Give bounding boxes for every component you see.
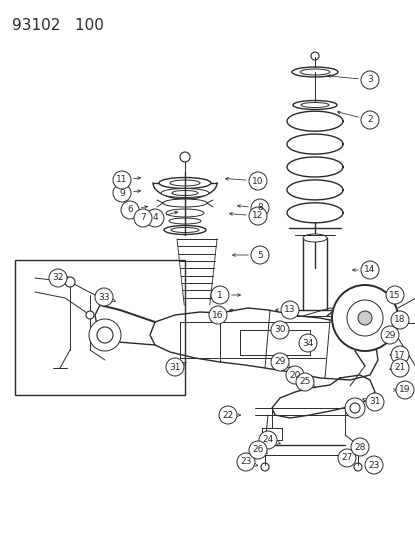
- Circle shape: [271, 321, 289, 339]
- Ellipse shape: [166, 209, 204, 217]
- Text: 26: 26: [252, 446, 264, 455]
- Circle shape: [180, 152, 190, 162]
- Circle shape: [219, 406, 237, 424]
- Text: 1: 1: [217, 290, 223, 300]
- Circle shape: [358, 311, 372, 325]
- Text: 10: 10: [252, 176, 264, 185]
- Text: 15: 15: [389, 290, 401, 300]
- Text: 23: 23: [369, 461, 380, 470]
- Circle shape: [281, 301, 299, 319]
- Circle shape: [251, 199, 269, 217]
- Text: 30: 30: [274, 326, 286, 335]
- Text: 29: 29: [274, 358, 286, 367]
- Circle shape: [296, 373, 314, 391]
- Circle shape: [386, 286, 404, 304]
- Text: 28: 28: [354, 442, 366, 451]
- Circle shape: [338, 449, 356, 467]
- Text: 21: 21: [394, 364, 406, 373]
- Circle shape: [361, 111, 379, 129]
- Circle shape: [259, 431, 277, 449]
- Bar: [15, 260, 185, 395]
- Circle shape: [249, 207, 267, 225]
- Text: 7: 7: [140, 214, 146, 222]
- Text: 19: 19: [399, 385, 411, 394]
- Circle shape: [396, 381, 414, 399]
- Text: 24: 24: [262, 435, 273, 445]
- Circle shape: [391, 346, 409, 364]
- Circle shape: [366, 393, 384, 411]
- Text: 3: 3: [367, 76, 373, 85]
- Text: 8: 8: [257, 204, 263, 213]
- Text: 4: 4: [152, 214, 158, 222]
- Text: 13: 13: [284, 305, 296, 314]
- Circle shape: [249, 441, 267, 459]
- Text: 33: 33: [98, 293, 110, 302]
- Circle shape: [345, 398, 365, 418]
- Circle shape: [134, 209, 152, 227]
- Text: 93102   100: 93102 100: [12, 18, 104, 33]
- Ellipse shape: [169, 218, 201, 224]
- Text: 34: 34: [302, 338, 314, 348]
- Circle shape: [391, 311, 409, 329]
- Text: 29: 29: [384, 330, 395, 340]
- Text: 27: 27: [341, 454, 353, 463]
- Ellipse shape: [163, 199, 207, 207]
- Text: 2: 2: [367, 116, 373, 125]
- Circle shape: [89, 319, 121, 351]
- Ellipse shape: [164, 225, 206, 235]
- Circle shape: [381, 326, 399, 344]
- Circle shape: [95, 288, 113, 306]
- Circle shape: [332, 285, 398, 351]
- Ellipse shape: [303, 234, 327, 242]
- Text: 6: 6: [127, 206, 133, 214]
- Text: 25: 25: [299, 377, 311, 386]
- Circle shape: [166, 358, 184, 376]
- Circle shape: [209, 306, 227, 324]
- Text: 23: 23: [240, 457, 251, 466]
- Circle shape: [365, 456, 383, 474]
- Text: 11: 11: [116, 175, 128, 184]
- Text: 5: 5: [257, 251, 263, 260]
- Circle shape: [249, 172, 267, 190]
- Text: 31: 31: [169, 362, 181, 372]
- Circle shape: [286, 366, 304, 384]
- Circle shape: [299, 334, 317, 352]
- Text: 9: 9: [119, 189, 125, 198]
- Ellipse shape: [161, 189, 209, 198]
- Circle shape: [361, 261, 379, 279]
- Circle shape: [65, 277, 75, 287]
- Circle shape: [361, 71, 379, 89]
- Text: 22: 22: [222, 410, 234, 419]
- Ellipse shape: [159, 177, 211, 189]
- Circle shape: [237, 453, 255, 471]
- Text: 17: 17: [394, 351, 406, 359]
- Text: 16: 16: [212, 311, 224, 319]
- Circle shape: [49, 269, 67, 287]
- Circle shape: [146, 209, 164, 227]
- Circle shape: [391, 359, 409, 377]
- Circle shape: [251, 246, 269, 264]
- Circle shape: [271, 353, 289, 371]
- Text: 20: 20: [289, 370, 301, 379]
- Text: 12: 12: [252, 212, 264, 221]
- Text: 32: 32: [52, 273, 63, 282]
- Circle shape: [121, 201, 139, 219]
- Circle shape: [113, 171, 131, 189]
- Circle shape: [113, 184, 131, 202]
- Text: 31: 31: [369, 398, 381, 407]
- Circle shape: [86, 311, 94, 319]
- Circle shape: [351, 438, 369, 456]
- Text: 18: 18: [394, 316, 406, 325]
- Text: 14: 14: [364, 265, 376, 274]
- Circle shape: [211, 286, 229, 304]
